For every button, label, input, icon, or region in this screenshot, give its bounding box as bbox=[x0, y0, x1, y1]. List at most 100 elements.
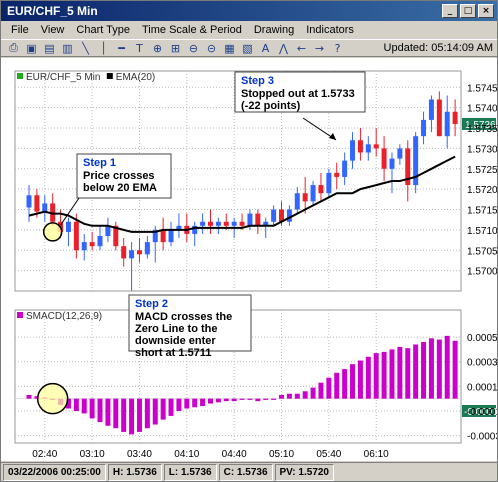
macd-last-tag bbox=[462, 404, 496, 417]
minimize-button[interactable]: _ bbox=[442, 4, 458, 18]
menu-time-scale[interactable]: Time Scale & Period bbox=[142, 24, 242, 36]
candle-body bbox=[318, 185, 324, 194]
close-button[interactable]: × bbox=[478, 4, 494, 18]
window-title: EUR/CHF_5 Min bbox=[7, 4, 98, 18]
signal-icon[interactable]: ⋀ bbox=[278, 41, 289, 55]
candle-body bbox=[334, 172, 340, 177]
candle-body bbox=[342, 160, 348, 177]
macd-bar bbox=[436, 339, 442, 399]
candle-body bbox=[168, 229, 174, 243]
zoom-out-icon[interactable]: ⊖ bbox=[188, 41, 199, 55]
candle-body bbox=[231, 221, 237, 226]
macd-bar bbox=[247, 398, 253, 400]
x-tick-label: 03:40 bbox=[127, 449, 152, 460]
text-a-icon[interactable]: A bbox=[261, 41, 270, 55]
macd-bar bbox=[271, 398, 277, 400]
toolbar: ⎙ ▣ ▤ ▥ ╲ │ ━ T ⊕ ⊞ ⊖ ⊝ ▦ ▧ A ⋀ ← → ? Up… bbox=[1, 39, 497, 57]
candle-body bbox=[89, 242, 95, 247]
macd-bar bbox=[444, 335, 450, 399]
menu-file[interactable]: File bbox=[11, 24, 29, 36]
status-close: C: 1.5736 bbox=[218, 463, 273, 481]
macd-bar bbox=[121, 398, 127, 432]
macd-bar bbox=[223, 398, 229, 402]
candle-body bbox=[81, 242, 87, 251]
menu-view[interactable]: View bbox=[40, 24, 65, 36]
zoom-in-icon[interactable]: ⊞ bbox=[170, 41, 181, 55]
candle-body bbox=[294, 193, 300, 210]
legend-swatch bbox=[17, 312, 23, 318]
text-tool-icon[interactable]: ━ bbox=[118, 41, 125, 55]
macd-bar bbox=[65, 398, 71, 409]
step3-arrowhead bbox=[329, 133, 336, 140]
x-tick-label: 05:40 bbox=[316, 449, 341, 460]
axis-labels: 1.5745 1.5740 1.5735 1.5730 1.5725 1.5720 1.57… bbox=[32, 83, 497, 460]
macd-bar bbox=[428, 338, 434, 399]
candle-body bbox=[73, 221, 79, 251]
macd-bar bbox=[381, 351, 387, 399]
fibonacci-icon[interactable]: ⊕ bbox=[152, 41, 163, 55]
step1-circle bbox=[42, 222, 63, 242]
step2-circle bbox=[36, 382, 69, 415]
candle-body bbox=[215, 221, 221, 226]
macd-bar bbox=[334, 372, 340, 399]
price-tick-label: 1.5700 bbox=[467, 267, 497, 278]
macd-bar bbox=[34, 396, 40, 399]
macd-bar bbox=[326, 377, 332, 399]
horizontal-line-icon[interactable]: │ bbox=[100, 41, 107, 55]
macd-bar bbox=[129, 398, 135, 435]
macd-panel: SMACD(12,26,9) -0.0001 bbox=[15, 311, 497, 435]
price-tick-label: 1.5745 bbox=[467, 83, 497, 94]
scale-two-icon[interactable]: ▧ bbox=[242, 41, 253, 55]
candle-body bbox=[326, 172, 332, 194]
macd-bar bbox=[200, 398, 206, 407]
save-icon[interactable]: ▣ bbox=[26, 41, 37, 55]
arrow-right-icon[interactable]: → bbox=[314, 41, 325, 55]
legend-label: EMA(20) bbox=[116, 72, 155, 83]
macd-bar bbox=[105, 398, 111, 426]
line-tool-icon[interactable]: ╲ bbox=[82, 41, 89, 55]
menu-indicators[interactable]: Indicators bbox=[306, 24, 354, 36]
macd-bar bbox=[421, 342, 427, 399]
candle-body bbox=[42, 203, 48, 212]
candle-body bbox=[192, 225, 198, 234]
annotation-step3-title: Step 3 bbox=[241, 75, 274, 87]
candle-body bbox=[405, 148, 411, 186]
x-tick-label: 06:10 bbox=[364, 449, 389, 460]
legend-swatch bbox=[17, 73, 23, 79]
title-bar[interactable]: EUR/CHF_5 Min _ □ × bbox=[1, 1, 497, 21]
annotation-step3-line: (-22 points) bbox=[241, 100, 301, 112]
candle-body bbox=[113, 225, 119, 247]
menu-drawing[interactable]: Drawing bbox=[253, 24, 295, 36]
last-price-label: 1.5736 bbox=[465, 120, 496, 131]
price-panel-frame bbox=[14, 70, 462, 292]
macd-tick-label: 0.0003 bbox=[467, 358, 497, 369]
chart-area[interactable]: EUR/CHF_5 Min EMA(20) 1.5736 SMACD(12,26,9… bbox=[1, 58, 497, 461]
scale-icon[interactable]: ▦ bbox=[224, 41, 235, 55]
candle-body bbox=[176, 225, 182, 230]
candle-body bbox=[26, 195, 32, 208]
x-tick-label: 05:10 bbox=[269, 449, 294, 460]
macd-bar bbox=[286, 393, 292, 399]
candle-body bbox=[263, 221, 269, 226]
properties-icon[interactable]: ⊝ bbox=[206, 41, 217, 55]
crosshair-icon[interactable]: T bbox=[136, 41, 143, 55]
menu-chart-type[interactable]: Chart Type bbox=[76, 24, 130, 36]
print-icon[interactable]: ⎙ bbox=[9, 41, 18, 54]
macd-bar bbox=[231, 398, 237, 402]
question-icon[interactable]: ? bbox=[334, 41, 341, 55]
candle-body bbox=[302, 193, 308, 202]
bar-chart-icon[interactable]: ▥ bbox=[62, 41, 73, 55]
annotation-step2-box bbox=[128, 294, 252, 352]
maximize-button[interactable]: □ bbox=[460, 4, 476, 18]
ema-line bbox=[28, 155, 456, 233]
arrow-left-icon[interactable]: ← bbox=[296, 41, 307, 55]
status-date: 03/22/2006 00:25:00 bbox=[3, 463, 106, 481]
candle-body bbox=[373, 144, 379, 149]
open-icon[interactable]: ▤ bbox=[44, 41, 55, 55]
annotation-step3-line: Stopped out at 1.5733 bbox=[241, 88, 355, 100]
